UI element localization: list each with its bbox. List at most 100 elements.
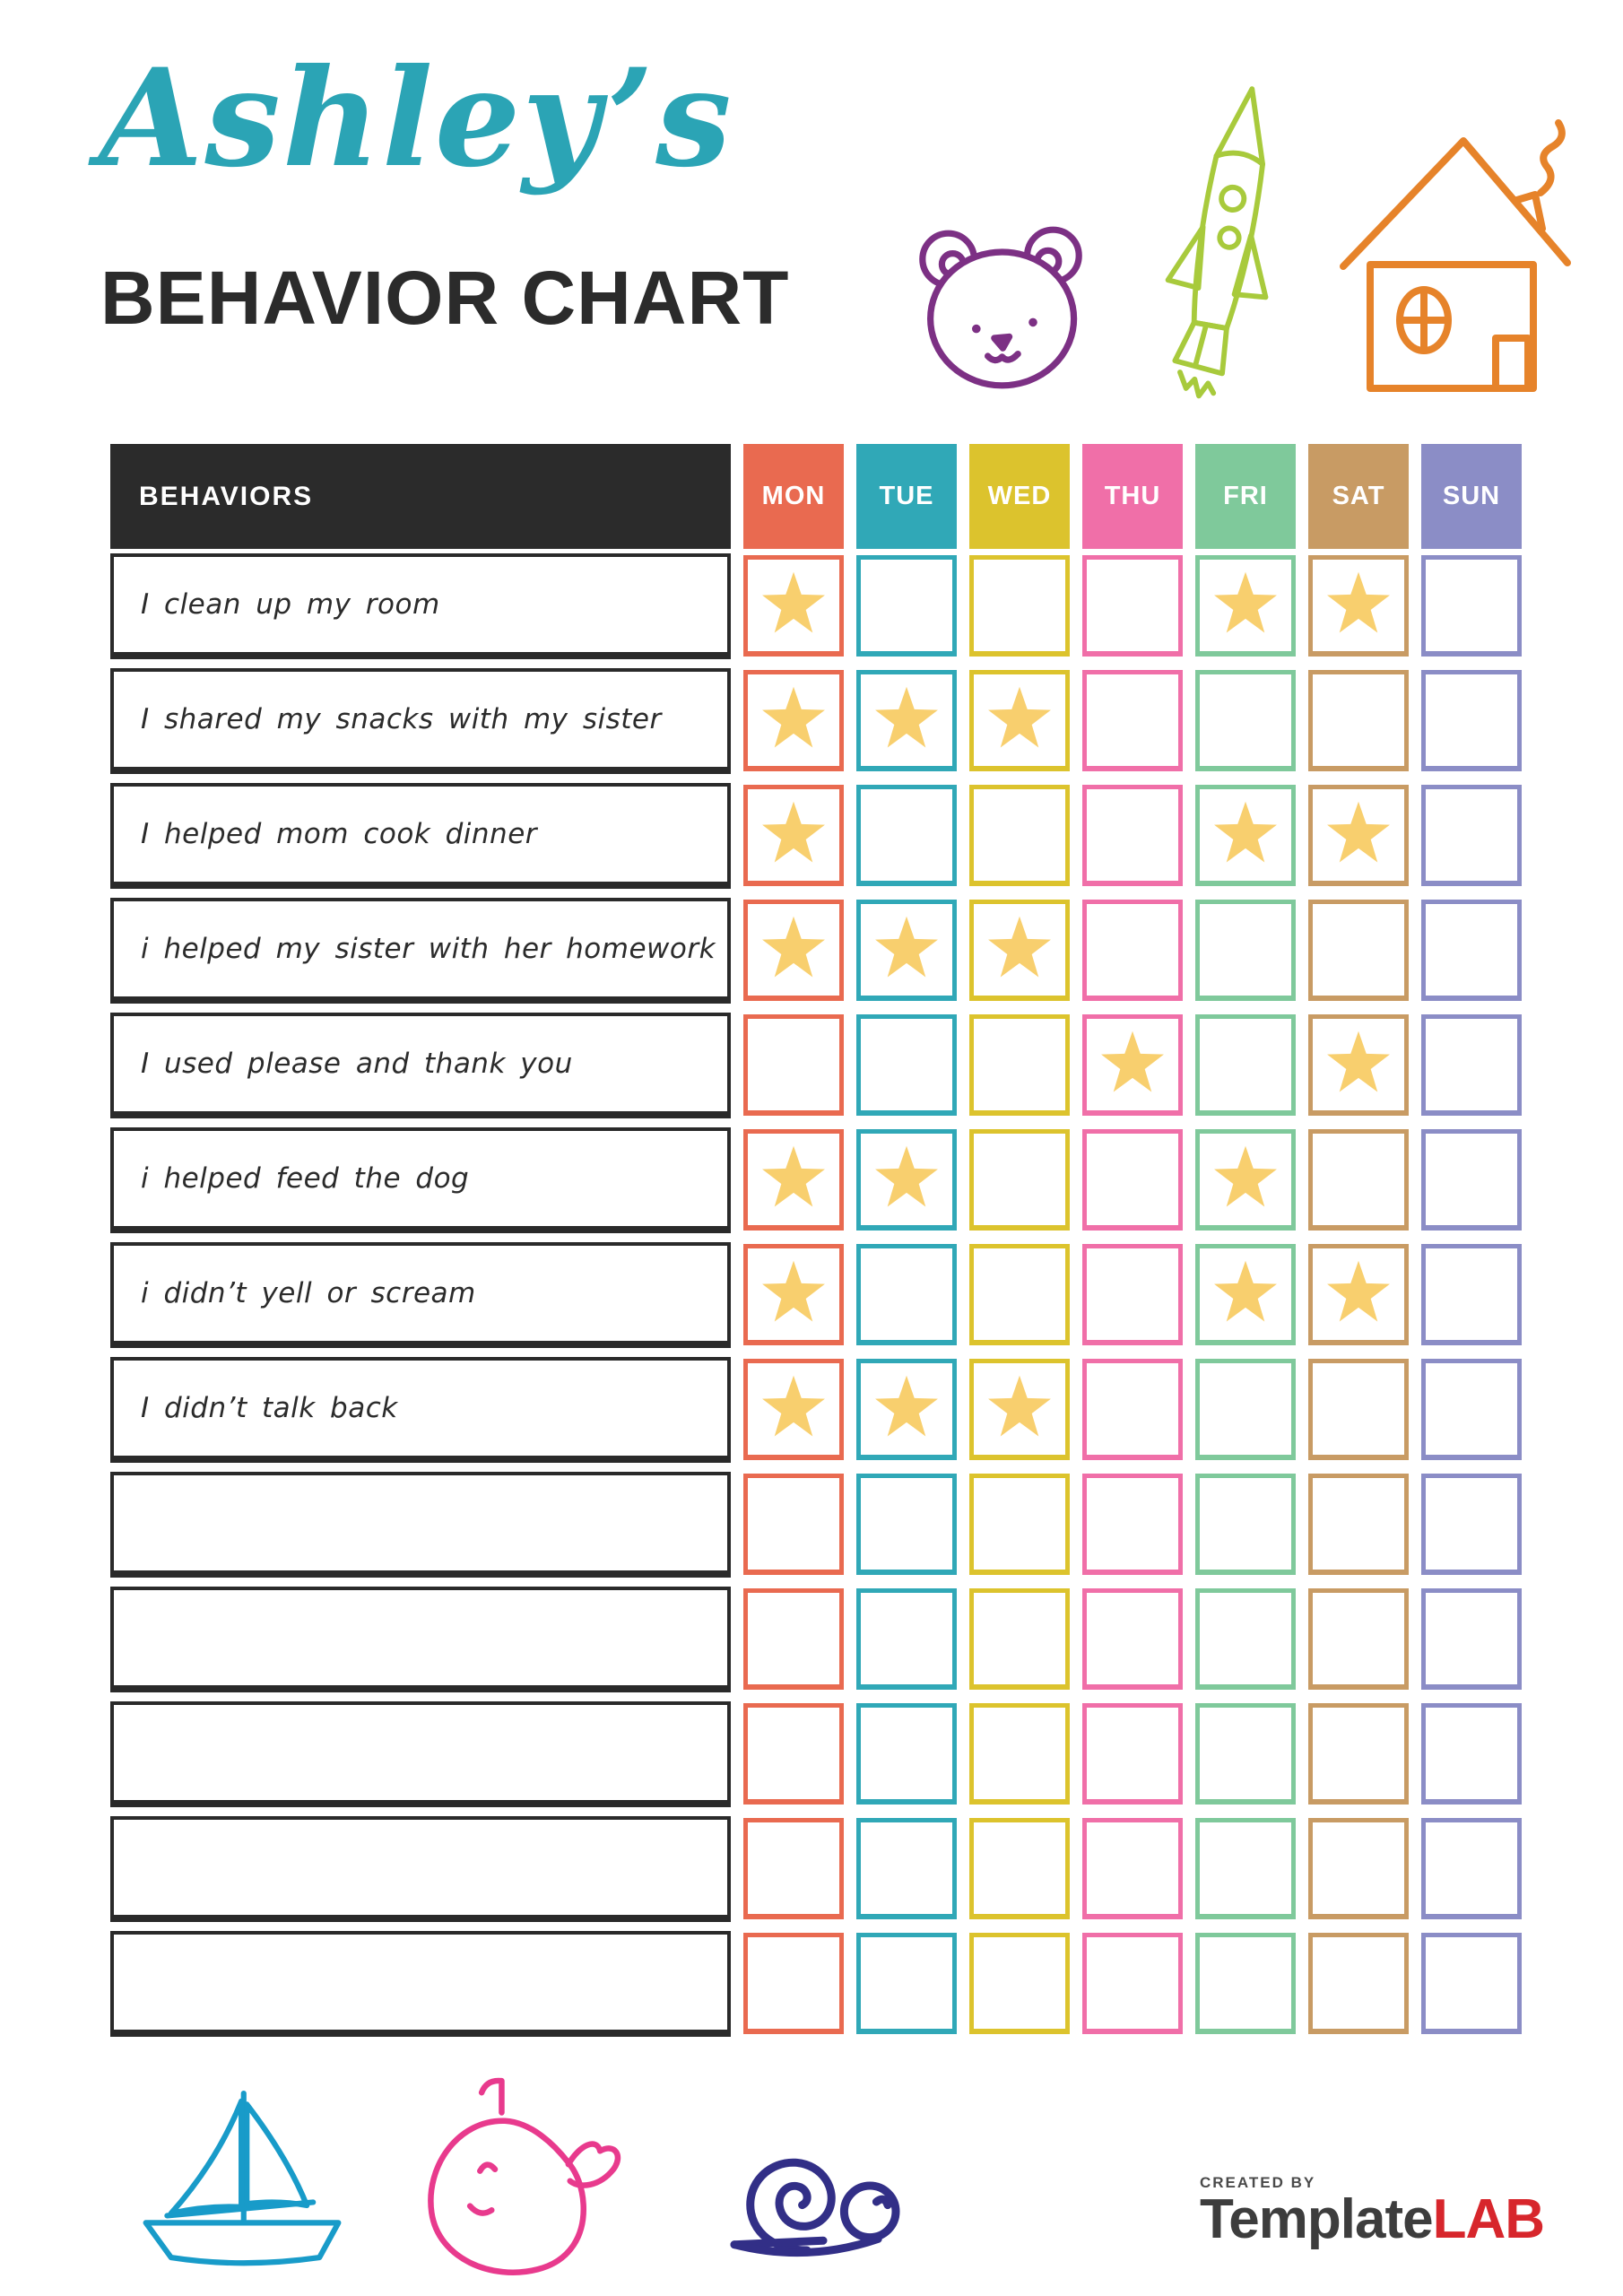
star-icon (1327, 571, 1390, 633)
day-cell-thu (1082, 1588, 1183, 1690)
day-header-tue: TUE (856, 444, 957, 549)
day-cell-mon (743, 555, 844, 657)
day-cell-sat (1308, 1014, 1409, 1116)
brand-wordmark: TemplateLAB (1200, 2192, 1545, 2248)
table-row: I used please and thank you (110, 1013, 1522, 1118)
day-cell-tue (856, 1244, 957, 1345)
day-cell-tue (856, 670, 957, 771)
day-cell-fri (1195, 1129, 1296, 1231)
star-icon (1214, 1145, 1277, 1207)
star-icon (1327, 1031, 1390, 1092)
star-icon (762, 1145, 825, 1207)
sailboat-icon (143, 2090, 342, 2266)
day-cell-mon (743, 785, 844, 886)
star-icon (1214, 801, 1277, 863)
day-cell-mon (743, 670, 844, 771)
behavior-label (110, 1701, 731, 1807)
day-cell-fri (1195, 1933, 1296, 2034)
star-icon (988, 1375, 1051, 1437)
behaviors-header: BEHAVIORS (110, 444, 731, 549)
star-icon (762, 1260, 825, 1322)
day-cell-mon (743, 1818, 844, 1919)
rocket-icon (1165, 86, 1269, 399)
brand-lab-text: LAB (1432, 2188, 1545, 2250)
star-icon (875, 686, 938, 748)
day-cell-wed (969, 1588, 1070, 1690)
behavior-label: I shared my snacks with my sister (110, 668, 731, 774)
day-cell-sat (1308, 900, 1409, 1001)
table-row: i helped feed the dog (110, 1127, 1522, 1233)
day-cell-sat (1308, 1703, 1409, 1805)
day-cell-tue (856, 555, 957, 657)
day-cell-thu (1082, 1933, 1183, 2034)
day-cell-tue (856, 1359, 957, 1460)
star-icon (875, 1375, 938, 1437)
day-cell-wed (969, 1703, 1070, 1805)
day-cell-fri (1195, 1588, 1296, 1690)
day-header-sat: SAT (1308, 444, 1409, 549)
day-cell-sat (1308, 1588, 1409, 1690)
behavior-label (110, 1587, 731, 1692)
behavior-label: I clean up my room (110, 553, 731, 659)
day-cell-sat (1308, 670, 1409, 771)
table-row: I didn’t talk back (110, 1357, 1522, 1463)
table-row: I helped mom cook dinner (110, 783, 1522, 889)
day-header-fri: FRI (1195, 444, 1296, 549)
day-cell-fri (1195, 1703, 1296, 1805)
day-cell-wed (969, 1244, 1070, 1345)
day-cell-fri (1195, 785, 1296, 886)
day-cell-thu (1082, 555, 1183, 657)
star-icon (988, 916, 1051, 978)
table-row (110, 1816, 1522, 1922)
day-cell-fri (1195, 1474, 1296, 1575)
star-icon (875, 916, 938, 978)
day-cell-fri (1195, 670, 1296, 771)
star-icon (875, 1145, 938, 1207)
day-cell-sat (1308, 785, 1409, 886)
day-cell-mon (743, 1244, 844, 1345)
day-cell-sun (1421, 555, 1522, 657)
day-cell-sun (1421, 670, 1522, 771)
day-cell-sun (1421, 1359, 1522, 1460)
day-cell-sun (1421, 1244, 1522, 1345)
star-icon (762, 916, 825, 978)
day-cell-fri (1195, 1818, 1296, 1919)
star-icon (1327, 801, 1390, 863)
star-icon (762, 686, 825, 748)
day-cell-sun (1421, 1588, 1522, 1690)
day-cell-sun (1421, 900, 1522, 1001)
day-header-sun: SUN (1421, 444, 1522, 549)
day-cell-wed (969, 785, 1070, 886)
behavior-label: i helped feed the dog (110, 1127, 731, 1233)
day-cell-tue (856, 1588, 957, 1690)
day-cell-thu (1082, 1818, 1183, 1919)
page-title-script: Ashley’s (99, 39, 733, 197)
day-cell-thu (1082, 785, 1183, 886)
day-cell-thu (1082, 670, 1183, 771)
day-cell-thu (1082, 900, 1183, 1001)
day-header-thu: THU (1082, 444, 1183, 549)
day-cell-wed (969, 1933, 1070, 2034)
day-cell-wed (969, 1818, 1070, 1919)
behavior-label (110, 1931, 731, 2037)
day-cell-fri (1195, 1014, 1296, 1116)
star-icon (1327, 1260, 1390, 1322)
behavior-label: i didn’t yell or scream (110, 1242, 731, 1348)
behavior-label (110, 1816, 731, 1922)
page-title: BEHAVIOR CHART (100, 256, 790, 340)
day-cell-tue (856, 1818, 957, 1919)
star-icon (1101, 1031, 1164, 1092)
table-row (110, 1472, 1522, 1578)
table-row (110, 1587, 1522, 1692)
day-cell-sun (1421, 1474, 1522, 1575)
day-cell-sun (1421, 1129, 1522, 1231)
star-icon (762, 1375, 825, 1437)
brand-template-text: Template (1200, 2188, 1434, 2250)
day-header-wed: WED (969, 444, 1070, 549)
day-cell-thu (1082, 1474, 1183, 1575)
behavior-table: BEHAVIORS MON TUE WED THU FRI SAT SUN I clean … (110, 444, 1522, 2046)
day-cell-thu (1082, 1014, 1183, 1116)
behavior-label: I helped mom cook dinner (110, 783, 731, 889)
table-row: i helped my sister with her homework (110, 898, 1522, 1004)
day-cell-wed (969, 670, 1070, 771)
